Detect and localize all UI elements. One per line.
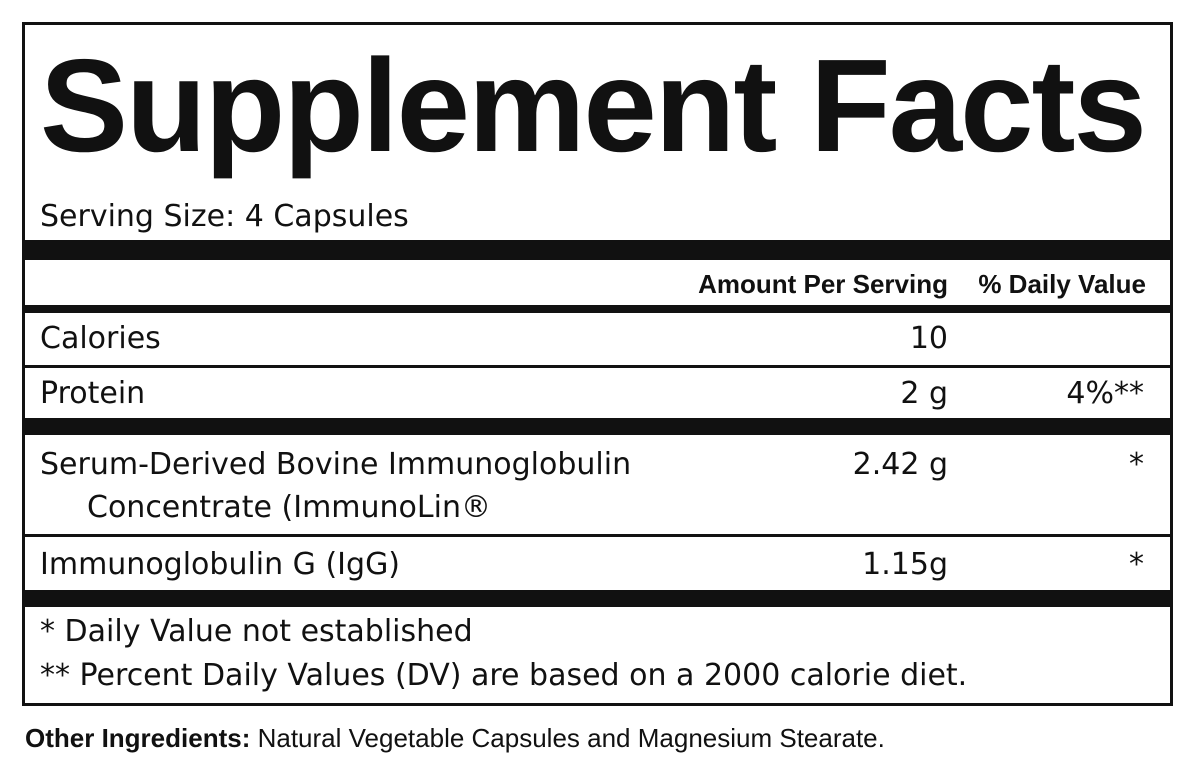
- amount: 1.15g: [862, 547, 948, 582]
- footnote: * Daily Value not established: [40, 614, 473, 649]
- other-ingredients-text: Natural Vegetable Capsules and Magnesium…: [257, 723, 885, 753]
- divider: [25, 305, 1170, 313]
- title: Supplement Facts: [40, 32, 1147, 179]
- daily-value: *: [1129, 547, 1144, 582]
- divider: [25, 365, 1170, 368]
- amount: 10: [909, 321, 948, 356]
- footnote: ** Percent Daily Values (DV) are based o…: [40, 658, 968, 693]
- daily-value: 4%**: [1066, 376, 1144, 411]
- daily-value: *: [1129, 447, 1144, 482]
- nutrient-name: Protein: [40, 376, 146, 411]
- amount: 2 g: [900, 376, 948, 411]
- nutrient-name: Concentrate (ImmunoLin®: [87, 490, 491, 525]
- other-ingredients: Other Ingredients: Natural Vegetable Cap…: [25, 720, 885, 756]
- serving-size: Serving Size: 4 Capsules: [40, 199, 409, 234]
- nutrient-name: Calories: [40, 321, 161, 356]
- nutrient-name: Serum-Derived Bovine Immunoglobulin: [40, 447, 632, 482]
- divider: [25, 240, 1170, 260]
- amount-header: Amount Per Serving: [698, 269, 948, 299]
- divider: [25, 534, 1170, 537]
- divider: [25, 418, 1170, 435]
- daily-value-header: % Daily Value: [978, 269, 1146, 299]
- amount: 2.42 g: [852, 447, 948, 482]
- other-ingredients-label: Other Ingredients:: [25, 723, 251, 753]
- divider: [25, 590, 1170, 607]
- nutrient-name: Immunoglobulin G (IgG): [40, 547, 401, 582]
- label-box: [22, 22, 1173, 706]
